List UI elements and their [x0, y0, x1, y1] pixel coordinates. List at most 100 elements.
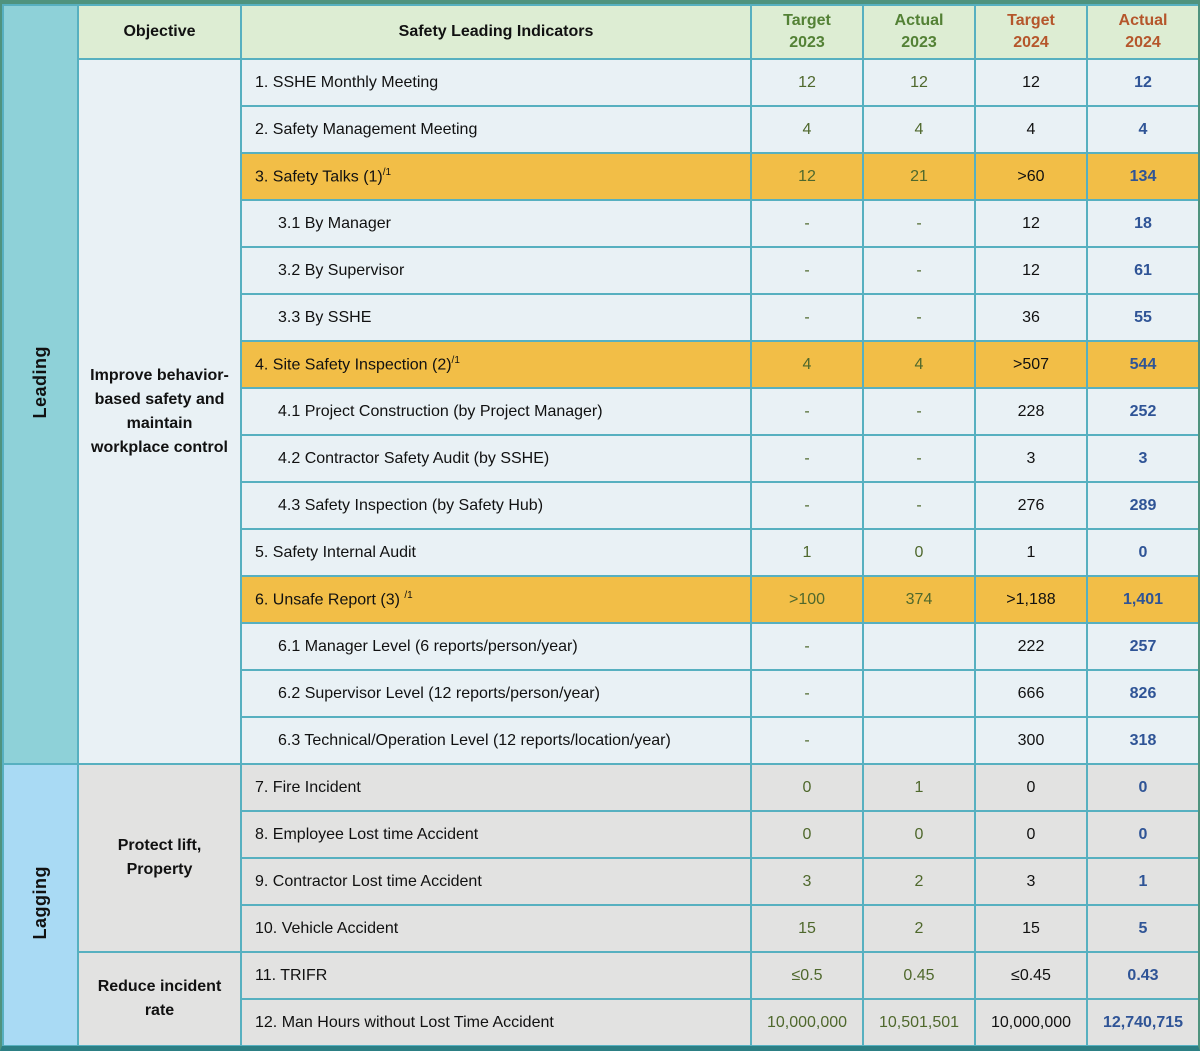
header-row: Leading Objective Safety Leading Indicat…: [2, 4, 1198, 765]
col-header-target-2023: Target 2023: [750, 4, 864, 60]
value-actual-2024: 318: [1086, 716, 1198, 765]
table-row: Reduce incident rate 11. TRIFR ≤0.5 0.45 ≤0.…: [3, 951, 1198, 1046]
col-header-year: 2024: [1125, 34, 1161, 51]
value-target-2024: 1: [974, 528, 1088, 577]
table-row: 4.3 Safety Inspection (by Safety Hub) - -2…: [3, 481, 1198, 530]
indicator-label: 2. Safety Management Meeting: [255, 120, 478, 138]
indicator-label: 8. Employee Lost time Accident: [255, 825, 479, 843]
value-target-2024: 12: [974, 246, 1088, 295]
indicator-label-cell: 3.3 By SSHE: [240, 293, 752, 342]
value-target-2023: 3: [750, 857, 864, 906]
table-row: 2. Safety Management Meeting 4 4 4 4: [3, 105, 1198, 154]
value-actual-2024: 1: [1086, 857, 1198, 906]
col-header-year: 2023: [789, 34, 825, 51]
value-target-2024: 300: [974, 716, 1088, 765]
value-target-2024: 15: [974, 904, 1088, 953]
footnote-marker: /1: [451, 354, 460, 366]
indicator-label: 7. Fire Incident: [255, 778, 361, 796]
table-row: 10. Vehicle Accident 15 2 15 5: [3, 904, 1198, 953]
value-target-2023: 10,000,000: [750, 998, 864, 1046]
indicator-label-cell: 7. Fire Incident: [240, 763, 752, 812]
objective-cell: Protect lift, Property: [77, 763, 242, 953]
indicator-label: 4.3 Safety Inspection (by Safety Hub): [278, 496, 544, 514]
value-target-2023: 0: [750, 763, 864, 812]
objective-cell: Improve behavior-based safety and mainta…: [77, 58, 242, 765]
indicator-label-cell: 4. Site Safety Inspection (2)/1: [240, 340, 752, 389]
value-actual-2023: [862, 716, 976, 765]
value-actual-2023: 0: [862, 528, 976, 577]
band-label-leading: Leading: [30, 345, 50, 419]
value-actual-2024: 0: [1086, 528, 1198, 577]
table-row: 5. Safety Internal Audit 1 0 1 0: [3, 528, 1198, 577]
table-row: Lagging Protect lift, Property 7. Fire Inc…: [2, 763, 1198, 1046]
value-target-2023: 12: [750, 58, 864, 107]
table-row: 6. Unsafe Report (3) /1 >100 374 >1,188 1,40…: [3, 575, 1198, 624]
indicator-label: 5. Safety Internal Audit: [255, 543, 416, 561]
table-row: Improve behavior-based safety and mainta…: [3, 58, 1198, 765]
value-actual-2024: 12,740,715: [1086, 998, 1198, 1046]
objective-cell: Reduce incident rate: [77, 951, 242, 1046]
objective-text: Reduce incident rate: [97, 978, 222, 1019]
table-row: 6.2 Supervisor Level (12 reports/person/…: [3, 669, 1198, 718]
value-actual-2023: -: [862, 246, 976, 295]
col-header-year: 2024: [1013, 34, 1049, 51]
value-target-2023: -: [750, 199, 864, 248]
value-actual-2024: 5: [1086, 904, 1198, 953]
indicator-label: 3. Safety Talks (1): [255, 168, 383, 186]
value-target-2024: 0: [974, 763, 1088, 812]
value-actual-2024: 18: [1086, 199, 1198, 248]
value-target-2023: >100: [750, 575, 864, 624]
indicator-label: 1. SSHE Monthly Meeting: [255, 73, 439, 91]
table-row: 3.1 By Manager - -12 18: [3, 199, 1198, 248]
value-actual-2023: -: [862, 199, 976, 248]
value-target-2023: -: [750, 387, 864, 436]
value-actual-2024: 0.43: [1086, 951, 1198, 1000]
value-target-2023: 0: [750, 810, 864, 859]
value-actual-2023: 4: [862, 105, 976, 154]
value-target-2023: 4: [750, 105, 864, 154]
col-header-label: Actual: [1118, 12, 1168, 30]
value-target-2023: 4: [750, 340, 864, 389]
table-row: 4. Site Safety Inspection (2)/1 4 4 >507 544: [3, 340, 1198, 389]
table-body: Leading Objective Safety Leading Indicat…: [2, 4, 1198, 1046]
indicator-label: 3.3 By SSHE: [278, 308, 372, 326]
value-actual-2024: 3: [1086, 434, 1198, 483]
indicator-label: 10. Vehicle Accident: [255, 919, 399, 937]
value-target-2024: ≤0.45: [974, 951, 1088, 1000]
indicator-label: 6.3 Technical/Operation Level (12 report…: [278, 731, 671, 749]
indicator-label: 6. Unsafe Report (3): [255, 591, 405, 609]
indicator-label: 11. TRIFR: [255, 966, 328, 984]
value-target-2023: -: [750, 669, 864, 718]
value-actual-2023: 12: [862, 58, 976, 107]
value-target-2024: >507: [974, 340, 1088, 389]
table-row: 6.3 Technical/Operation Level (12 report…: [3, 716, 1198, 765]
value-actual-2024: 4: [1086, 105, 1198, 154]
objective-text: Improve behavior-based safety and mainta…: [90, 366, 229, 456]
indicator-label: 12. Man Hours without Lost Time Accident: [255, 1013, 554, 1031]
indicator-label: 4.2 Contractor Safety Audit (by SSHE): [278, 449, 550, 467]
col-header-year: 2023: [901, 34, 937, 51]
table-row: 3.3 By SSHE - -36 55: [3, 293, 1198, 342]
value-actual-2024: 61: [1086, 246, 1198, 295]
value-actual-2023: 2: [862, 857, 976, 906]
table-row: 4.1 Project Construction (by Project Man…: [3, 387, 1198, 436]
value-actual-2024: 289: [1086, 481, 1198, 530]
value-actual-2024: 544: [1086, 340, 1198, 389]
indicator-label-cell: 3. Safety Talks (1)/1: [240, 152, 752, 201]
indicator-label-cell: 5. Safety Internal Audit: [240, 528, 752, 577]
table-row: 12. Man Hours without Lost Time Accident…: [3, 998, 1198, 1046]
value-actual-2023: [862, 669, 976, 718]
value-target-2024: 0: [974, 810, 1088, 859]
indicator-label-cell: 4.2 Contractor Safety Audit (by SSHE): [240, 434, 752, 483]
value-actual-2023: 0.45: [862, 951, 976, 1000]
table-row: 8. Employee Lost time Accident 0 0 0 0: [3, 810, 1198, 859]
indicator-label-cell: 1. SSHE Monthly Meeting: [240, 58, 752, 107]
col-header-objective: Objective: [77, 4, 242, 60]
value-target-2023: 12: [750, 152, 864, 201]
indicator-label-cell: 9. Contractor Lost time Accident: [240, 857, 752, 906]
indicator-label-cell: 6. Unsafe Report (3) /1: [240, 575, 752, 624]
value-target-2023: -: [750, 481, 864, 530]
value-target-2024: 276: [974, 481, 1088, 530]
row-group-band-lagging: Lagging: [2, 763, 79, 1046]
